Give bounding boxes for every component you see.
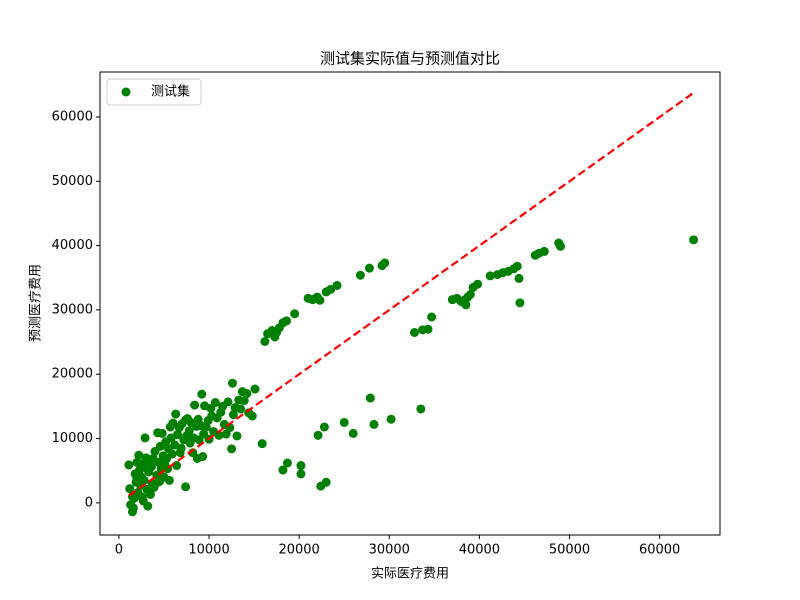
y-tick-label: 60000 <box>52 110 93 125</box>
scatter-point <box>369 419 379 429</box>
x-tick-label: 40000 <box>459 543 500 558</box>
scatter-point <box>175 448 185 458</box>
scatter-point <box>364 263 374 273</box>
scatter-point <box>278 465 288 475</box>
y-tick-label: 40000 <box>52 238 93 253</box>
reference-line <box>128 91 695 497</box>
scatter-point <box>141 462 151 472</box>
x-tick-label: 10000 <box>188 543 229 558</box>
legend-label: 测试集 <box>151 84 190 100</box>
scatter-point <box>167 449 177 459</box>
scatter-point <box>132 473 142 483</box>
scatter-point <box>227 444 237 454</box>
scatter-point <box>313 430 323 440</box>
legend-marker <box>121 87 131 97</box>
legend-box <box>106 78 202 106</box>
scatter-point <box>206 403 216 413</box>
scatter-point <box>139 475 149 485</box>
scatter-point <box>423 324 433 334</box>
scatter-point <box>296 469 306 479</box>
scatter-point <box>151 479 161 489</box>
scatter-point <box>461 300 471 310</box>
y-tick-label: 20000 <box>52 367 93 382</box>
x-tick-label: 30000 <box>369 543 410 558</box>
chart-title: 测试集实际值与预测值对比 <box>320 50 500 68</box>
scatter-point <box>227 378 237 388</box>
scatter-point <box>512 261 522 271</box>
scatter-point <box>172 461 182 471</box>
scatter-point <box>485 271 495 281</box>
scatter-point <box>171 409 181 419</box>
scatter-point <box>134 450 144 460</box>
scatter-point <box>125 484 135 494</box>
scatter-point <box>410 327 420 337</box>
scatter-point <box>689 235 699 245</box>
x-tick-label: 0 <box>115 543 123 558</box>
scatter-point <box>282 316 292 326</box>
scatter-point <box>232 431 242 441</box>
scatter-point <box>160 459 170 469</box>
y-tick-label: 0 <box>85 495 93 510</box>
scatter-point <box>290 309 300 319</box>
scatter-point <box>242 389 252 399</box>
scatter-point <box>173 430 182 440</box>
x-tick-label: 20000 <box>278 543 319 558</box>
scatter-point <box>223 397 233 407</box>
scatter-point <box>198 452 208 462</box>
scatter-point <box>416 404 426 414</box>
scatter-point <box>348 428 358 438</box>
scatter-point <box>239 396 249 406</box>
scatter-point <box>355 270 365 280</box>
scatter-point <box>473 279 483 289</box>
scatter-point <box>181 482 191 492</box>
scatter-point <box>236 404 246 414</box>
scatter-point <box>539 246 549 256</box>
y-axis-label: 预测医疗费用 <box>29 264 44 342</box>
scatter-point <box>465 289 475 299</box>
scatter-point <box>555 241 565 251</box>
scatter-point <box>260 336 270 346</box>
scatter-point <box>214 430 224 440</box>
scatter-point <box>339 417 349 427</box>
scatter-point <box>164 475 174 485</box>
scatter-point <box>124 460 134 470</box>
x-tick-label: 50000 <box>549 543 590 558</box>
scatter-point <box>145 489 155 499</box>
scatter-point <box>332 280 342 290</box>
y-tick-label: 10000 <box>52 431 93 446</box>
scatter-point <box>140 433 150 443</box>
scatter-point <box>319 422 329 432</box>
scatter-point <box>190 400 200 410</box>
y-tick-label: 30000 <box>52 302 93 317</box>
scatter-point <box>184 426 194 436</box>
scatter-point <box>247 411 257 421</box>
scatter-point <box>321 477 331 487</box>
scatter-point <box>386 414 396 424</box>
scatter-point <box>282 458 292 468</box>
scatter-point <box>380 258 390 268</box>
scatter-point <box>228 410 238 420</box>
scatter-point <box>157 428 167 438</box>
scatter-point <box>138 496 148 506</box>
scatter-point <box>193 414 203 424</box>
scatter-point <box>514 273 524 283</box>
scatter-point <box>315 295 325 305</box>
scatter-point <box>197 389 207 399</box>
scatter-point <box>296 461 306 471</box>
plot-frame <box>99 71 721 536</box>
scatter-point <box>257 439 267 449</box>
scatter-point <box>168 418 178 428</box>
y-tick-label: 50000 <box>52 174 93 189</box>
scatter-point <box>250 384 260 394</box>
x-tick-label: 60000 <box>639 543 680 558</box>
scatter-point <box>365 393 375 403</box>
scatter-point <box>272 327 282 337</box>
scatter-point <box>128 503 138 513</box>
x-axis-label: 实际医疗费用 <box>371 567 449 582</box>
scatter-point <box>515 298 525 308</box>
scatter-point <box>427 312 437 322</box>
